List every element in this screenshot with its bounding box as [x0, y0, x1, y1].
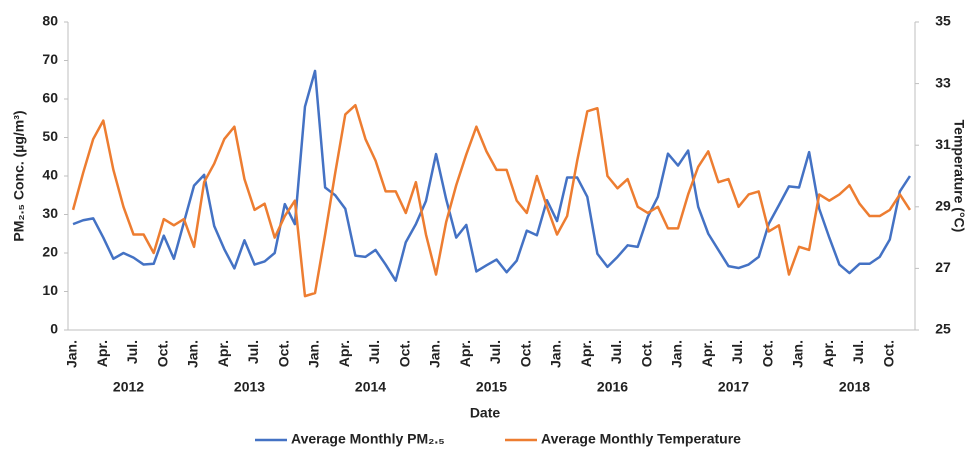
data-line	[72, 69, 912, 282]
y-tick-label: 10	[42, 282, 58, 298]
x-tick-label: Jul.	[245, 340, 261, 364]
y-tick-label: 70	[42, 51, 58, 67]
x-tick-label: Jul.	[487, 340, 503, 364]
year-label: 2014	[355, 379, 386, 395]
data-line	[71, 103, 912, 298]
year-label: 2015	[476, 379, 507, 395]
legend-label: Average Monthly Temperature	[541, 431, 741, 447]
y-tick-label: 60	[42, 90, 58, 106]
year-label: 2018	[839, 379, 870, 395]
x-tick-label: Jul.	[729, 340, 745, 364]
y2-tick-label: 31	[935, 136, 951, 152]
y2-tick-label: 35	[935, 13, 951, 29]
y-tick-label: 40	[42, 167, 58, 183]
x-tick-label: Oct.	[275, 340, 291, 367]
x-tick-label: Jan.	[427, 340, 443, 368]
x-axis-title: Date	[470, 405, 501, 421]
y2-tick-label: 25	[935, 321, 951, 337]
year-label: 2017	[718, 379, 749, 395]
x-tick-label: Oct.	[517, 340, 533, 367]
y-axis-title: PM₂.₅ Conc. (µg/m³)	[11, 110, 27, 241]
x-tick-label: Jul.	[366, 340, 382, 364]
y2-tick-label: 27	[935, 259, 951, 275]
x-tick-label: Apr.	[94, 340, 110, 367]
y2-axis-title: Temperature (°C)	[951, 120, 967, 233]
legend-label: Average Monthly PM₂.₅	[291, 431, 445, 447]
x-tick-label: Jul.	[124, 340, 140, 364]
x-tick-label: Apr.	[457, 340, 473, 367]
y-tick-label: 0	[50, 321, 58, 337]
y2-tick-label: 33	[935, 74, 951, 90]
x-tick-label: Oct.	[396, 340, 412, 367]
year-label: 2013	[234, 379, 265, 395]
x-tick-label: Jan.	[790, 340, 806, 368]
x-tick-label: Apr.	[699, 340, 715, 367]
y-tick-label: 30	[42, 205, 58, 221]
x-tick-label: Apr.	[215, 340, 231, 367]
year-label: 2012	[113, 379, 144, 395]
x-tick-label: Oct.	[638, 340, 654, 367]
x-tick-label: Apr.	[578, 340, 594, 367]
x-tick-label: Jul.	[608, 340, 624, 364]
y-tick-label: 50	[42, 128, 58, 144]
x-tick-label: Jan.	[306, 340, 322, 368]
x-tick-label: Oct.	[759, 340, 775, 367]
x-tick-label: Oct.	[154, 340, 170, 367]
x-tick-label: Jan.	[548, 340, 564, 368]
y-tick-label: 80	[42, 13, 58, 29]
y2-tick-label: 29	[935, 198, 951, 214]
x-tick-label: Oct.	[880, 340, 896, 367]
x-tick-label: Apr.	[820, 340, 836, 367]
year-label: 2016	[597, 379, 628, 395]
y-tick-label: 20	[42, 244, 58, 260]
x-tick-label: Jan.	[669, 340, 685, 368]
x-tick-label: Jan.	[185, 340, 201, 368]
x-tick-label: Apr.	[336, 340, 352, 367]
x-tick-label: Jan.	[64, 340, 80, 368]
x-tick-label: Jul.	[850, 340, 866, 364]
